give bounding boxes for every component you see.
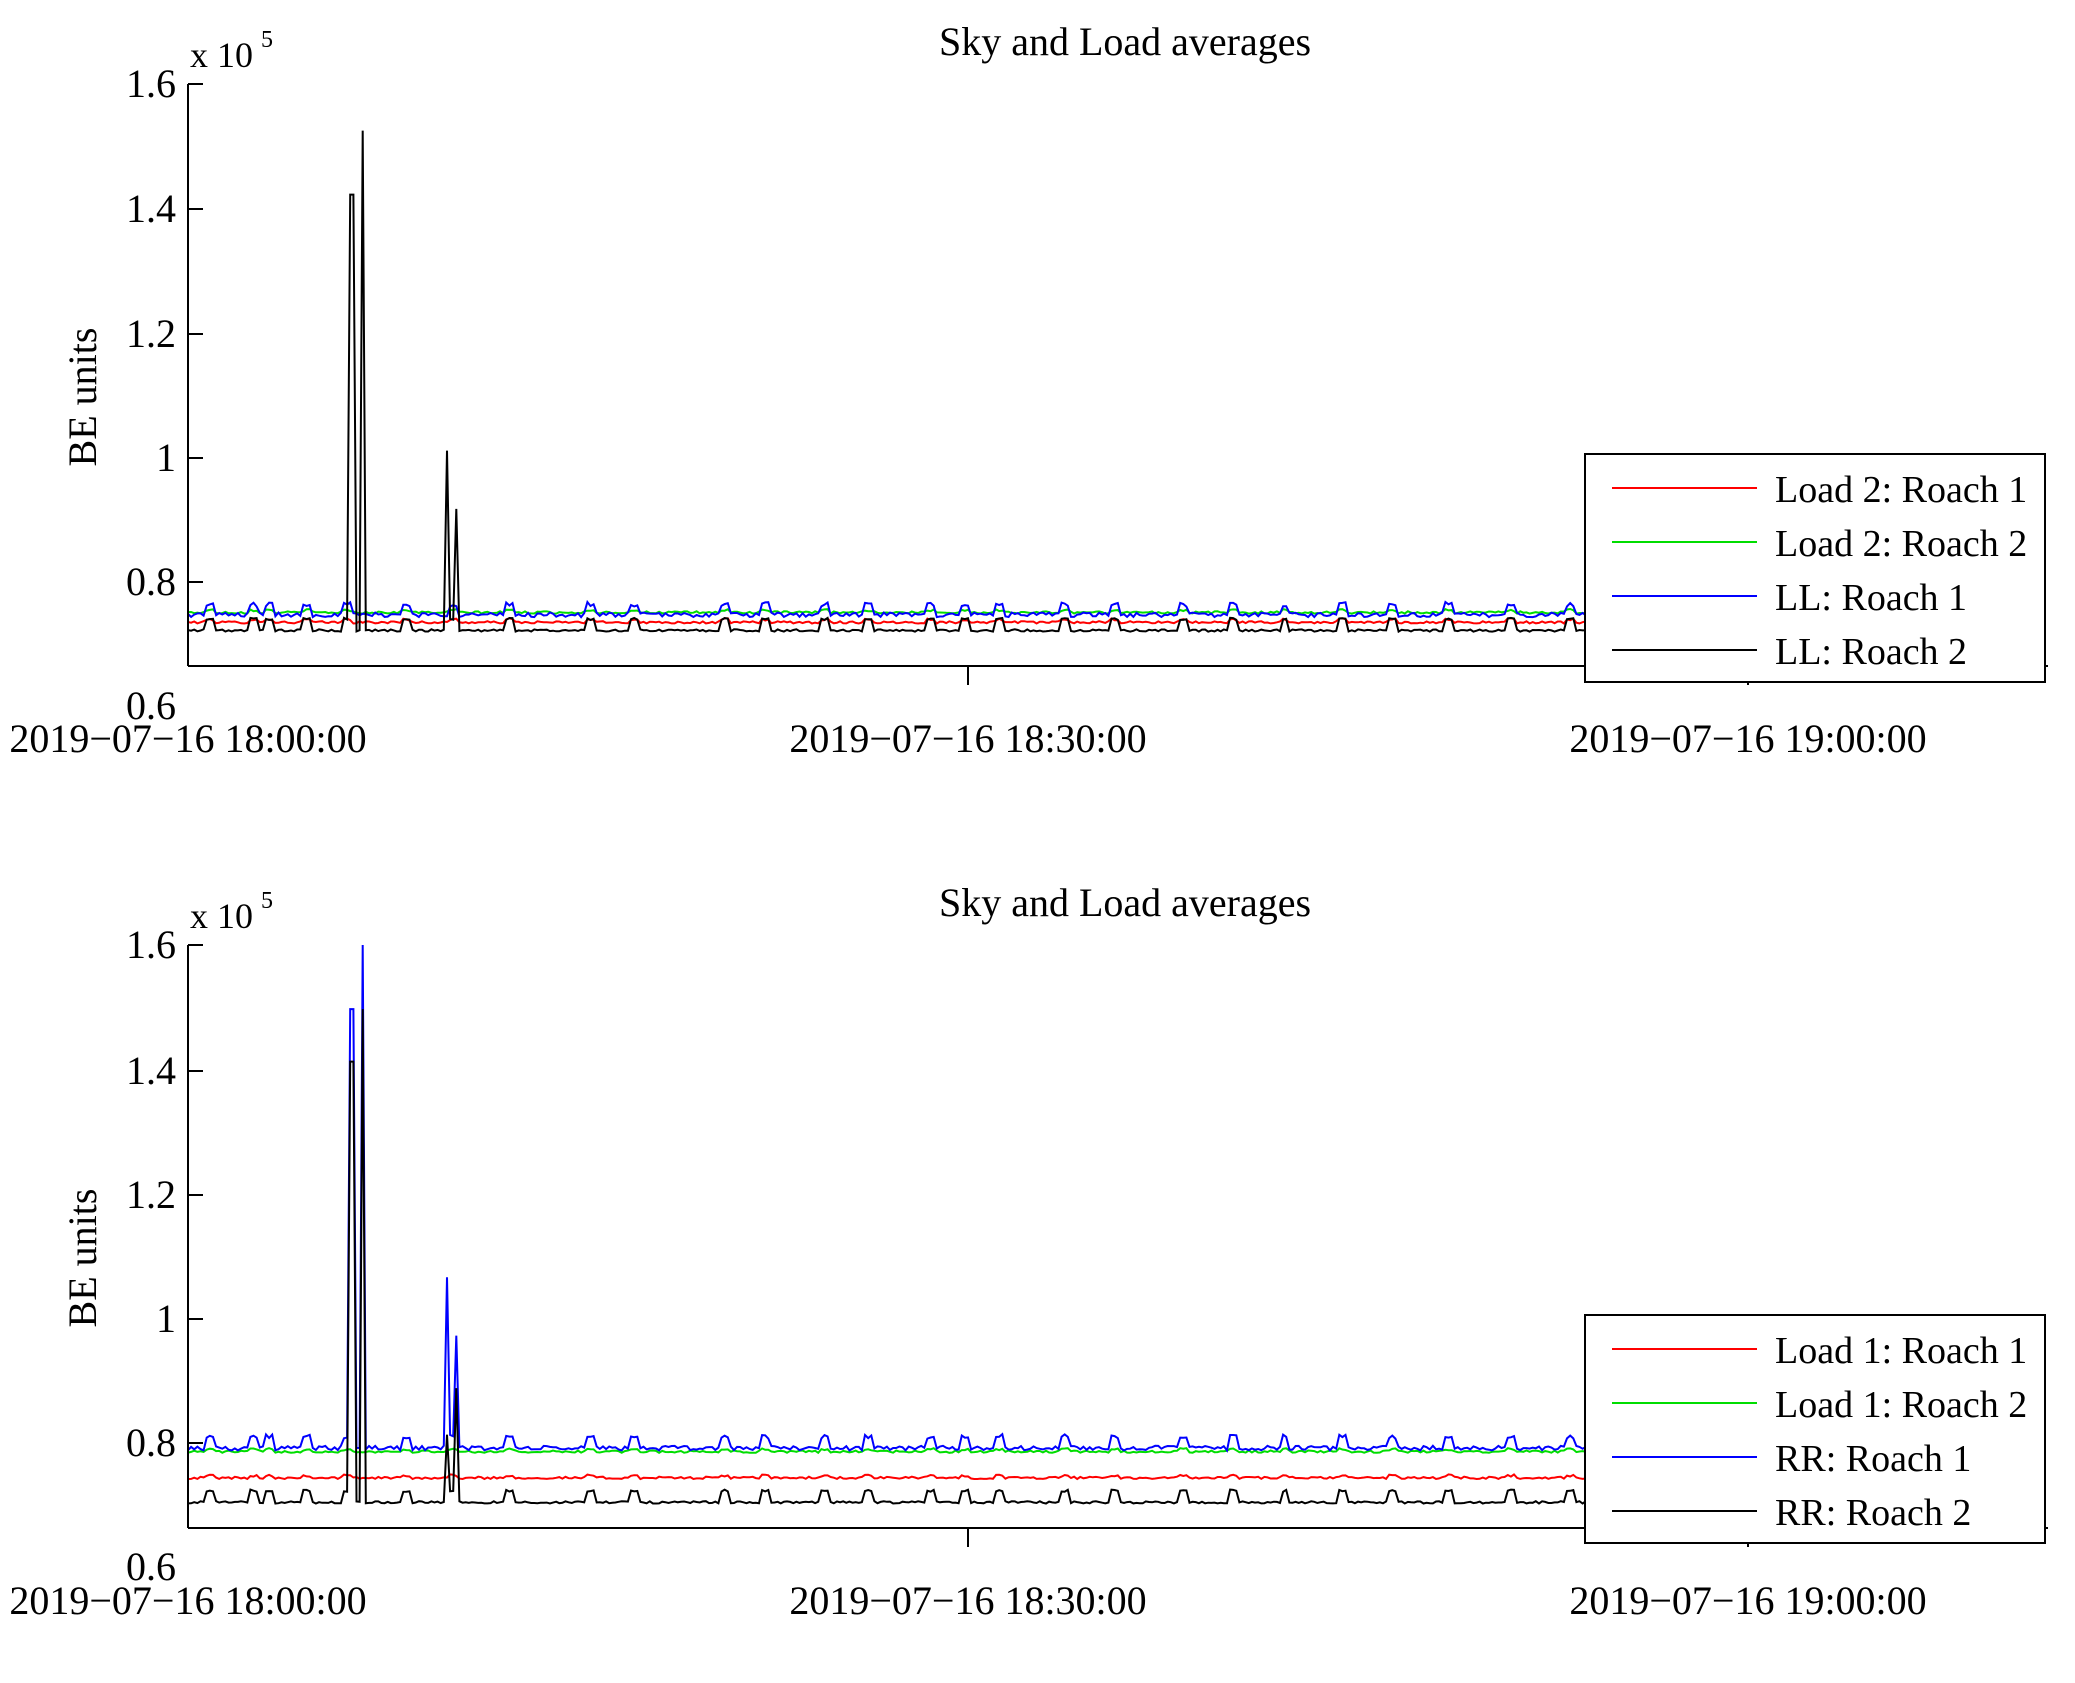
series-line-rr-roach-1 (188, 945, 1588, 1453)
x-tick-label: 2019−07−16 18:00:00 (9, 716, 366, 761)
series-line-ll-roach-1 (188, 599, 1588, 619)
legend-label: RR: Roach 2 (1775, 1492, 1971, 1534)
y-tick-label: 0.6 (126, 1544, 176, 1589)
plot-area (188, 945, 1588, 1505)
y-tick-label: 1.2 (126, 311, 176, 356)
y-tick-labels: 0.6 0.8 1 1.2 1.4 1.6 (126, 61, 176, 728)
y-tick-label: 0.6 (126, 683, 176, 728)
legend-label: RR: Roach 1 (1775, 1438, 1971, 1480)
x-tick-label: 2019−07−16 18:00:00 (9, 1578, 366, 1623)
series-line-load-1-roach-1 (188, 1473, 1588, 1481)
y-exponent-power: 5 (261, 888, 273, 914)
y-tick-label: 1.2 (126, 1172, 176, 1217)
legend-box (1584, 453, 2046, 683)
chart-top: Sky and Load averages BE units x 10 5 0.… (9, 19, 2048, 761)
legend-box (1584, 1314, 2046, 1544)
legend: Load 1: Roach 1 Load 1: Roach 2 RR: Roac… (1584, 1314, 2046, 1544)
legend-entry: Load 1: Roach 1 (1612, 1330, 2027, 1372)
x-tick-label: 2019−07−16 19:00:00 (1569, 716, 1926, 761)
legend: Load 2: Roach 1 Load 2: Roach 2 LL: Roac… (1584, 453, 2046, 683)
legend-entry: RR: Roach 1 (1612, 1438, 1971, 1480)
x-tick-label: 2019−07−16 18:30:00 (789, 716, 1146, 761)
y-axis-label: BE units (60, 328, 105, 467)
y-tick-label: 1.6 (126, 922, 176, 967)
series-line-rr-roach-2 (188, 1009, 1588, 1505)
legend-label: Load 2: Roach 2 (1775, 523, 2027, 565)
legend-label: LL: Roach 1 (1775, 577, 1967, 619)
y-tick-label: 1.4 (126, 186, 176, 231)
series-line-load-2-roach-2 (188, 607, 1588, 615)
y-exponent-power: 5 (261, 27, 273, 53)
legend-entry: LL: Roach 2 (1612, 631, 1967, 673)
x-tick-labels: 2019−07−16 18:00:00 2019−07−16 18:30:00 … (9, 716, 1926, 761)
y-exponent-label: x 10 (190, 35, 253, 75)
legend-entry: Load 1: Roach 2 (1612, 1384, 2027, 1426)
y-tick-label: 0.8 (126, 1420, 176, 1465)
plot-area (188, 130, 1588, 634)
x-tick-label: 2019−07−16 18:30:00 (789, 1578, 1146, 1623)
y-tick-labels: 0.6 0.8 1 1.2 1.4 1.6 (126, 922, 176, 1589)
y-exponent-label: x 10 (190, 896, 253, 936)
y-ticks (188, 83, 203, 667)
legend-label: Load 1: Roach 1 (1775, 1330, 2027, 1372)
series-line-ll-roach-2 (188, 130, 1588, 634)
legend-entry: Load 2: Roach 1 (1612, 469, 2027, 511)
y-axis-label: BE units (60, 1189, 105, 1328)
series-line-load-2-roach-1 (188, 617, 1588, 625)
y-tick-label: 1 (156, 435, 176, 480)
legend-label: LL: Roach 2 (1775, 631, 1967, 673)
y-tick-label: 1.4 (126, 1048, 176, 1093)
legend-label: Load 2: Roach 1 (1775, 469, 2027, 511)
y-ticks (188, 944, 203, 1529)
x-tick-labels: 2019−07−16 18:00:00 2019−07−16 18:30:00 … (9, 1578, 1926, 1623)
legend-entry: Load 2: Roach 2 (1612, 523, 2027, 565)
chart-title: Sky and Load averages (939, 880, 1311, 925)
y-tick-label: 1 (156, 1296, 176, 1341)
chart-bottom: Sky and Load averages BE units x 10 5 0.… (9, 880, 2048, 1623)
y-tick-label: 1.6 (126, 61, 176, 106)
chart-title: Sky and Load averages (939, 19, 1311, 64)
legend-entry: LL: Roach 1 (1612, 577, 1967, 619)
legend-entry: RR: Roach 2 (1612, 1492, 1971, 1534)
legend-label: Load 1: Roach 2 (1775, 1384, 2027, 1426)
y-tick-label: 0.8 (126, 559, 176, 604)
x-tick-label: 2019−07−16 19:00:00 (1569, 1578, 1926, 1623)
